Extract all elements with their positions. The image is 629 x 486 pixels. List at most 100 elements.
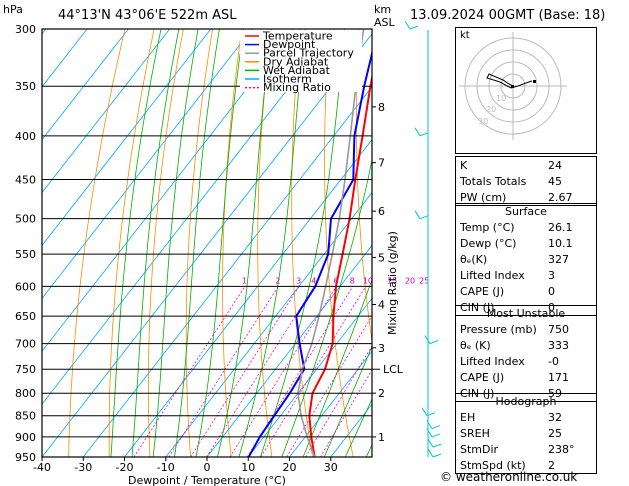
wet-adiabat-line: [344, 398, 372, 457]
isotherm-line: [42, 29, 335, 405]
wind-barb: [427, 448, 434, 458]
surface-row: Temp (°C) 26.1: [460, 221, 573, 234]
legend-entry: Isotherm: [263, 73, 312, 86]
wet-adiabat-line: [217, 29, 272, 457]
isotherm-line: [42, 29, 170, 194]
lcl-label: LCL: [383, 363, 404, 376]
hodo-row: EH 32: [460, 411, 562, 424]
pressure-tick-label: 350: [15, 80, 36, 93]
km-tick-label: 3: [378, 342, 385, 355]
mixing-ratio-line: [229, 286, 337, 457]
wet-adiabat-line: [131, 29, 180, 457]
hodograph-table: Hodograph EH 32 SREH 25 StmDir 238° StmSpd …: [455, 393, 597, 474]
hodo-row: StmDir 238°: [460, 443, 575, 456]
mixing-ratio-line: [320, 369, 372, 457]
temperature-tick-label: 20: [283, 461, 297, 474]
temperature-tick-label: -40: [33, 461, 51, 474]
surface-row: CAPE (J) 0: [460, 285, 555, 298]
mixing-ratio-line: [246, 286, 354, 457]
index-row: Totals Totals 45: [460, 175, 562, 188]
isotherm-line: [289, 350, 372, 457]
pressure-tick-label: 850: [15, 410, 36, 423]
dry-adiabat-line: [291, 29, 313, 457]
legend-box: [240, 30, 362, 92]
mixing-ratio-line: [190, 286, 300, 457]
legend-entry: Mixing Ratio: [263, 81, 331, 94]
mu-row: θₑ (K) 333: [460, 339, 569, 352]
dry-adiabat-line: [108, 29, 155, 457]
mixing-ratio-label: 20: [405, 276, 415, 285]
mixing-ratio-label: 6: [333, 276, 338, 285]
temperature-tick-label: 30: [324, 461, 338, 474]
series-dewpoint: [247, 49, 372, 457]
dry-adiabat-line: [68, 29, 126, 457]
mixing-ratio-label: 15: [387, 276, 397, 285]
mixing-ratio-label: 4: [311, 276, 316, 285]
dry-adiabat-line: [622, 29, 629, 457]
mixing-ratio-label: 25: [419, 276, 429, 285]
pressure-tick-label: 950: [15, 451, 36, 464]
temperature-tick-label: -10: [157, 461, 175, 474]
legend-entry: Dewpoint: [263, 38, 316, 51]
surface-row: θₑ(K) 327: [460, 253, 569, 266]
wet-adiabat-line: [323, 345, 372, 457]
km-tick-label: 1: [378, 431, 385, 444]
wind-barb: [421, 407, 428, 416]
hodograph-table-title: Hodograph: [495, 395, 557, 408]
index-row: PW (cm) 2.67: [460, 191, 573, 204]
mixing-ratio-label: 10: [363, 276, 373, 285]
wind-barb: [431, 433, 441, 438]
km-tick-label: 4: [378, 298, 385, 311]
temperature-tick-label: -30: [74, 461, 92, 474]
surface-row: Dewp (°C) 10.1: [460, 237, 573, 250]
isotherm-line: [206, 244, 372, 457]
legend-entry: Wet Adiabat: [263, 64, 331, 77]
dry-adiabat-line: [355, 29, 372, 344]
wind-barb: [419, 215, 429, 220]
mixing-ratio-line: [286, 315, 372, 457]
wind-barb: [419, 132, 429, 137]
pressure-tick-label: 650: [15, 310, 36, 323]
wind-barb: [427, 438, 434, 448]
legend-entry: Parcel Trajectory: [263, 47, 354, 60]
surface-row: CIN (J) 0: [460, 301, 555, 314]
wind-barb: [429, 340, 439, 345]
wind-barb: [404, 20, 411, 30]
dry-adiabat-line: [185, 29, 213, 457]
mu-row: Pressure (mb) 750: [460, 323, 569, 336]
pressure-tick-label: 750: [15, 363, 36, 376]
km-tick-label: 8: [378, 101, 385, 114]
credit-footer[interactable]: © weatheronline.co.uk: [440, 470, 578, 484]
temperature-tick-label: 0: [204, 461, 211, 474]
km-tick-label: 6: [378, 205, 385, 218]
wind-barb: [414, 127, 421, 137]
dry-adiabat-line: [593, 29, 629, 457]
km-tick-label: 7: [378, 157, 385, 170]
km-label: km: [374, 3, 392, 16]
wet-adiabat-line: [238, 29, 306, 457]
hodograph-plot: 10 20 30: [459, 32, 567, 140]
series-parcel-trajectory: [297, 29, 365, 457]
isotherm-line: [42, 29, 294, 352]
isotherm-line: [42, 29, 129, 141]
hodograph-trace: [486, 73, 533, 89]
storm-motion-marker: [511, 85, 514, 88]
x-axis-label: Dewpoint / Temperature (°C): [128, 474, 286, 486]
pressure-tick-label: 700: [15, 338, 36, 351]
wind-barb: [432, 453, 442, 458]
pressure-tick-label: 900: [15, 431, 36, 444]
wind-barb: [432, 443, 442, 448]
mixing-ratio-line: [133, 286, 246, 457]
pressure-tick-label: 550: [15, 248, 36, 261]
dry-adiabat-line: [257, 29, 273, 457]
mixing-ratio-label: 2: [275, 276, 280, 285]
isotherm-line: [165, 191, 372, 457]
isotherm-line: [42, 33, 372, 457]
mixing-ratio-label: 1: [242, 276, 247, 285]
dry-adiabat-line: [324, 29, 354, 457]
hodo-end-marker: [533, 80, 536, 83]
mixing-ratio-line: [206, 286, 315, 457]
isotherm-line: [42, 29, 212, 247]
